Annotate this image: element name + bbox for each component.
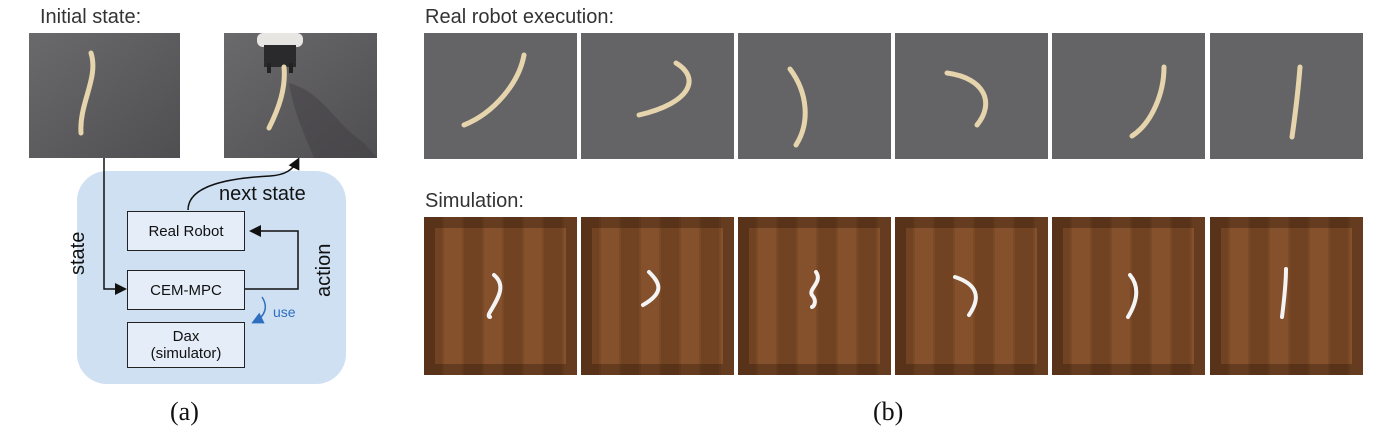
- diagram-arrows: [103, 157, 300, 324]
- real-robot-frame: [581, 33, 734, 159]
- action-label: action: [313, 243, 335, 297]
- rope-real-icon: [1289, 64, 1303, 140]
- initial-state-photo: [29, 33, 180, 158]
- rope-real-icon: [636, 60, 692, 118]
- rope-sim-icon: [1280, 267, 1288, 319]
- simulation-frame: [738, 217, 891, 375]
- caption-b: (b): [873, 397, 904, 426]
- real-robot-frame: [424, 33, 577, 159]
- initial-state-label: Initial state:: [40, 6, 142, 28]
- real-robot-box: Real Robot: [127, 211, 245, 251]
- rope-sim-icon: [1126, 273, 1139, 319]
- rope-sim-icon: [953, 275, 978, 317]
- rope-real-icon: [461, 52, 527, 128]
- cem-mpc-box: CEM-MPC: [127, 270, 245, 310]
- rope-real-icon: [944, 70, 989, 128]
- dax-simulator-box: Dax (simulator): [127, 322, 245, 368]
- next-state-label: next state: [219, 183, 306, 205]
- simulation-frame: [1210, 217, 1363, 375]
- use-label: use: [273, 304, 296, 320]
- rope-real-icon: [787, 66, 808, 148]
- simulation-frame: [1052, 217, 1205, 375]
- caption-a: (a): [170, 397, 199, 426]
- simulation-frame: [424, 217, 577, 375]
- real-robot-frame: [738, 33, 891, 159]
- real-robot-frame: [895, 33, 1048, 159]
- rope-real-icon: [1129, 64, 1167, 139]
- real-robot-frame: [1052, 33, 1205, 159]
- simulation-frame: [895, 217, 1048, 375]
- rope-sim-icon: [486, 273, 503, 319]
- state-label: state: [67, 231, 89, 275]
- rope-real-icon: [78, 50, 96, 136]
- real-robot-frame: [1210, 33, 1363, 159]
- simulator-label: (simulator): [150, 345, 222, 362]
- rope-sim-icon: [809, 270, 820, 309]
- robot-gripper-icon: [257, 33, 303, 73]
- next-state-photo: [224, 33, 377, 158]
- rope-real-icon: [266, 64, 287, 131]
- real-robot-execution-label: Real robot execution:: [425, 6, 615, 28]
- simulation-frame: [581, 217, 734, 375]
- rope-sim-icon: [641, 270, 661, 307]
- dax-label: Dax: [172, 328, 200, 345]
- simulation-label: Simulation:: [425, 190, 524, 212]
